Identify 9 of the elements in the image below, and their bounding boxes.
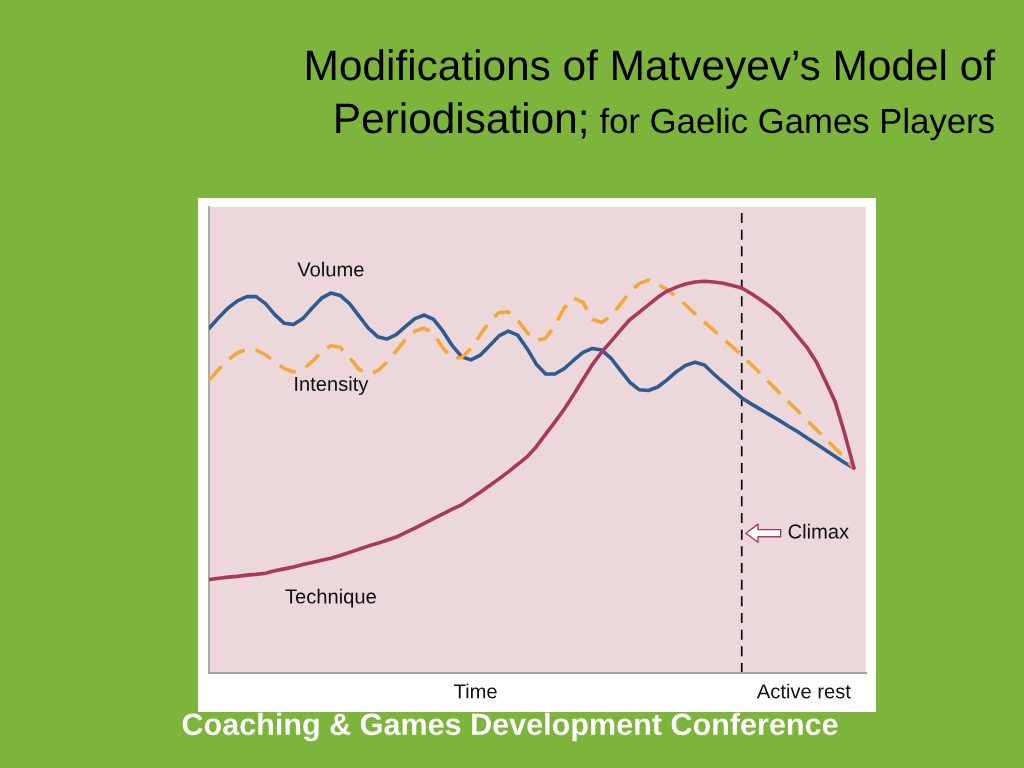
chart-title: Modifications of Matveyev’s Model of	[307, 49, 996, 89]
text: Coaching & Games Development Conference	[182, 712, 838, 742]
series-label: Intensity	[295, 376, 369, 396]
annotation: Climax	[788, 523, 849, 539]
chart-subtitle: Periodisation; for Gaelic Games Players	[336, 102, 994, 141]
series-label: Technique	[285, 588, 376, 608]
x-axis-title: Time	[454, 683, 497, 699]
series-label: Volume	[297, 261, 364, 277]
text: Active rest	[756, 683, 851, 699]
